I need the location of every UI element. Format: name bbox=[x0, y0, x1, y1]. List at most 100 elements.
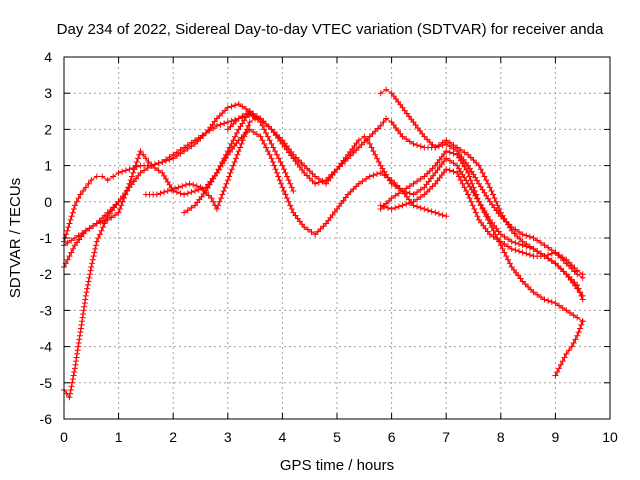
point-sat-h-18 bbox=[410, 191, 417, 198]
point-sat-d-22 bbox=[301, 169, 308, 176]
marker-sat-d-39-5 bbox=[485, 195, 492, 202]
marker-sat-i-3-2 bbox=[417, 175, 424, 182]
marker-sat-b-21-5 bbox=[287, 180, 294, 187]
marker-sat-b-12-1 bbox=[184, 190, 191, 197]
point-sat-k-17 bbox=[563, 260, 570, 267]
marker-sat-i-8-2 bbox=[467, 177, 474, 184]
marker-sat-g-9-3 bbox=[473, 159, 480, 166]
marker-sat-g-11-2 bbox=[490, 191, 496, 198]
marker-sat-d-11-1 bbox=[184, 142, 191, 149]
marker-sat-e-21-1 bbox=[414, 203, 421, 210]
grid bbox=[64, 57, 610, 419]
marker-sat-c-4-5 bbox=[86, 274, 93, 281]
point-sat-a-19 bbox=[213, 115, 220, 122]
point-sat-d-32 bbox=[399, 133, 406, 140]
marker-sat-h-23-1 bbox=[466, 183, 473, 190]
marker-sat-k-8-4 bbox=[471, 206, 478, 213]
marker-sat-k-10-2 bbox=[494, 236, 501, 243]
point-sat-d-30 bbox=[383, 115, 390, 122]
marker-sat-f-8-7 bbox=[234, 151, 241, 158]
point-sat-h-22 bbox=[454, 162, 461, 169]
y-tick-label-10: 4 bbox=[44, 49, 52, 65]
y-tick-label-5: -1 bbox=[40, 230, 53, 246]
marker-sat-h-0-3 bbox=[232, 118, 239, 125]
marker-sat-c-4-7 bbox=[87, 267, 94, 274]
marker-sat-c-3-3 bbox=[79, 318, 86, 325]
marker-sat-f-9-2 bbox=[238, 140, 245, 147]
y-axis-title: SDTVAR / TECUs bbox=[7, 178, 24, 298]
marker-sat-e-0-2 bbox=[188, 204, 195, 211]
marker-sat-g-10-5 bbox=[485, 180, 492, 187]
marker-sat-k-10-1 bbox=[490, 233, 497, 240]
point-sat-i-1 bbox=[388, 195, 395, 202]
point-sat-k-16 bbox=[552, 249, 559, 256]
marker-sat-d-7-1 bbox=[141, 167, 148, 174]
marker-sat-c-5-6 bbox=[92, 242, 99, 249]
point-sat-f-10 bbox=[246, 119, 253, 126]
marker-sat-g-9-2 bbox=[470, 157, 477, 164]
point-sat-g-12 bbox=[497, 209, 504, 216]
marker-sat-d-38-3 bbox=[470, 171, 477, 178]
marker-sat-g-10-3 bbox=[481, 173, 488, 180]
marker-sat-h-15-3 bbox=[383, 171, 390, 178]
point-sat-e-12 bbox=[312, 231, 319, 238]
point-sat-h-16 bbox=[388, 180, 395, 187]
marker-sat-k-17-2 bbox=[568, 265, 575, 272]
point-sat-k-7 bbox=[454, 169, 461, 176]
marker-sat-k-3-1 bbox=[414, 196, 421, 203]
marker-sat-a-20-1 bbox=[228, 103, 235, 110]
marker-sat-b-6-4 bbox=[131, 166, 138, 173]
marker-sat-e-16-1 bbox=[359, 178, 366, 185]
marker-sat-f-1-1 bbox=[157, 190, 164, 197]
point-sat-d-44 bbox=[530, 235, 537, 241]
point-sat-k-13 bbox=[519, 249, 526, 256]
marker-sat-f-8-4 bbox=[230, 162, 237, 169]
point-sat-d-9 bbox=[159, 158, 166, 165]
marker-sat-k-8-1 bbox=[466, 195, 473, 202]
point-sat-b-8 bbox=[142, 155, 149, 162]
point-sat-d-8 bbox=[148, 162, 155, 169]
marker-sat-i-9-4 bbox=[483, 213, 490, 220]
point-sat-h-12 bbox=[355, 137, 362, 144]
marker-sat-e-0-1 bbox=[184, 207, 191, 214]
marker-sat-i-7-4 bbox=[461, 163, 468, 170]
marker-sat-h-21-1 bbox=[446, 157, 453, 164]
point-sat-k-6 bbox=[443, 166, 450, 173]
point-sat-k-0 bbox=[377, 202, 384, 209]
point-sat-h-7 bbox=[301, 162, 308, 169]
marker-sat-e-17-1 bbox=[370, 172, 377, 179]
point-sat-b-1 bbox=[71, 235, 78, 241]
marker-sat-k-17-3 bbox=[571, 268, 578, 275]
marker-sat-e-9-3 bbox=[284, 195, 291, 202]
marker-sat-b-20-1 bbox=[270, 144, 277, 151]
marker-sat-i-8-6 bbox=[473, 191, 480, 198]
marker-sat-c-5-1 bbox=[89, 260, 96, 267]
marker-sat-a-1-3 bbox=[69, 209, 76, 216]
marker-sat-e-3-3 bbox=[219, 160, 226, 167]
marker-sat-f-7-5 bbox=[220, 187, 227, 194]
point-sat-j-2 bbox=[563, 350, 570, 357]
marker-sat-a-4-1 bbox=[85, 180, 92, 187]
marker-sat-b-16-3 bbox=[230, 137, 237, 144]
point-sat-f-5 bbox=[197, 184, 204, 191]
marker-sat-h-22-3 bbox=[459, 171, 466, 178]
marker-sat-d-0-2 bbox=[64, 256, 71, 263]
marker-sat-f-3-1 bbox=[179, 183, 186, 190]
point-sat-c-3 bbox=[77, 329, 84, 336]
marker-sat-h-15-4 bbox=[384, 174, 391, 181]
marker-sat-c-1-3 bbox=[68, 383, 75, 390]
marker-sat-k-8-6 bbox=[474, 213, 481, 220]
marker-sat-j-0-2 bbox=[556, 365, 563, 372]
marker-sat-e-7-4 bbox=[264, 148, 271, 155]
marker-sat-g-11-6 bbox=[496, 206, 503, 213]
point-sat-h-6 bbox=[290, 151, 297, 158]
marker-sat-a-19-1 bbox=[216, 112, 223, 119]
marker-sat-h-22-4 bbox=[461, 174, 468, 181]
point-sat-g-11 bbox=[486, 184, 493, 191]
marker-sat-c-6-4 bbox=[100, 224, 106, 231]
marker-sat-i-8-7 bbox=[474, 195, 481, 202]
point-sat-d-23 bbox=[312, 180, 319, 187]
point-sat-a-21 bbox=[235, 101, 242, 108]
point-sat-d-39 bbox=[475, 180, 482, 187]
marker-sat-d-4-3 bbox=[112, 201, 119, 208]
